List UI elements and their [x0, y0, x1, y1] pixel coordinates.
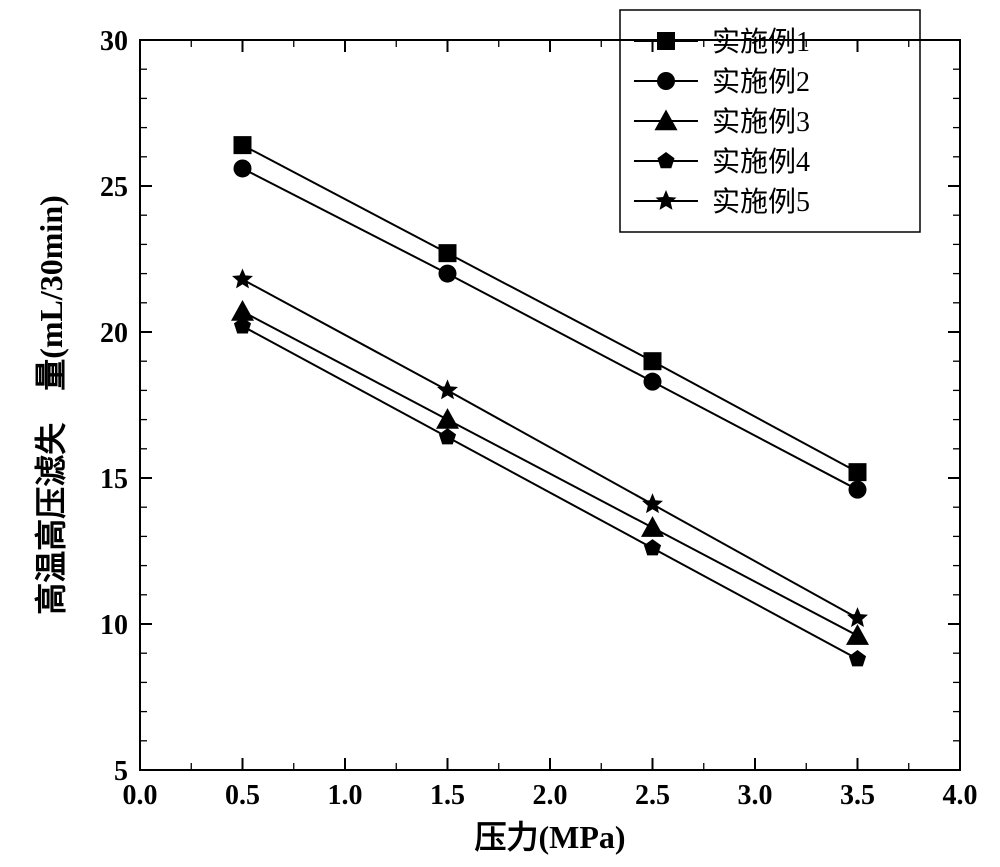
chart-container: 0.00.51.01.52.02.53.03.54.0压力(MPa)510152…: [0, 0, 1000, 867]
y-tick-label: 25: [100, 172, 128, 203]
legend: 实施例1 实施例2 实施例3 实施例4 实施例5: [620, 10, 920, 232]
y-axis-label: 高温高压滤失 量(mL/30min): [33, 195, 69, 615]
y-tick-label: 10: [100, 610, 128, 641]
series-star: [232, 268, 868, 627]
y-tick-label: 30: [100, 26, 128, 57]
x-tick-label: 3.0: [738, 780, 773, 811]
legend-label: 实施例1: [712, 26, 810, 58]
series-pentagon: [234, 317, 866, 666]
y-tick-label: 20: [100, 318, 128, 349]
legend-label: 实施例2: [712, 66, 810, 98]
x-axis-label: 压力(MPa): [474, 819, 625, 855]
plot-frame: [140, 40, 960, 770]
x-tick-label: 2.0: [533, 780, 568, 811]
series-triangle: [231, 300, 869, 645]
x-tick-label: 4.0: [943, 780, 978, 811]
x-tick-label: 3.5: [840, 780, 875, 811]
line-chart: 0.00.51.01.52.02.53.03.54.0压力(MPa)510152…: [0, 0, 1000, 867]
y-tick-label: 15: [100, 464, 128, 495]
x-tick-label: 1.5: [430, 780, 465, 811]
x-tick-label: 2.5: [635, 780, 670, 811]
y-tick-label: 5: [114, 756, 128, 787]
legend-label: 实施例5: [712, 186, 810, 218]
legend-label: 实施例3: [712, 106, 810, 138]
x-tick-label: 1.0: [328, 780, 363, 811]
legend-label: 实施例4: [712, 146, 810, 178]
x-tick-label: 0.5: [225, 780, 260, 811]
